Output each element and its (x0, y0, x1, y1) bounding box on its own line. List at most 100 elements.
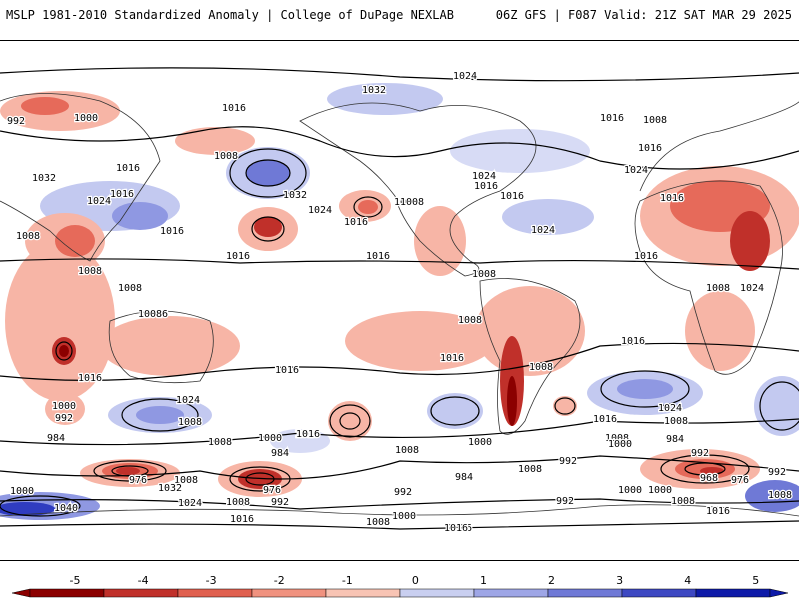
isobar-label: 1016 (110, 189, 134, 200)
colorbar-scale (11, 588, 789, 598)
isobar-ring (0, 495, 81, 517)
colorbar-tick-label: -2 (273, 574, 285, 587)
colorbar-segment (473, 588, 549, 598)
isobar-label: 1000 (468, 437, 492, 448)
isobar-label: 1016 (275, 365, 299, 376)
map-title: MSLP 1981-2010 Standardized Anomaly | Co… (6, 8, 454, 22)
colorbar-segment (29, 588, 105, 598)
isobar-label: 992 (691, 448, 709, 459)
isobar-ring (759, 381, 799, 431)
isobar-label: 1008 (400, 197, 424, 208)
anomaly-positive-core (0, 502, 55, 516)
coastlines (0, 93, 799, 517)
anomaly-colorbar: -5 -4 -3 -2 -1 0 1 2 3 4 5 (0, 560, 800, 600)
isobar-label: 984 (666, 434, 684, 445)
coastline-south-america (479, 278, 581, 435)
isobar-label: 1000 (52, 401, 76, 412)
colorbar-segment (251, 588, 327, 598)
colorbar-tick-label: 3 (616, 574, 624, 587)
colorbar-tick-label: -5 (69, 574, 81, 587)
isobar-label: 1016 (638, 143, 662, 154)
anomaly-positive-core (112, 202, 168, 230)
isobar-ring (245, 159, 291, 187)
isobar-label: 1032 (362, 85, 386, 96)
colorbar-segment (621, 588, 697, 598)
isobar-label: 1016 (621, 336, 645, 347)
isobar-line (0, 418, 799, 446)
isobar-line (0, 342, 799, 381)
isobar-label: 1024 (472, 171, 496, 182)
anomaly-negative-area (328, 401, 372, 441)
isobar-label: 1024 (453, 71, 477, 82)
isobar-line (0, 498, 799, 510)
anomaly-negative-area (175, 127, 255, 155)
isobar-label: 1000 (10, 486, 34, 497)
isobar-label: 1008 (178, 417, 202, 428)
isobar-label: 976 (263, 485, 281, 496)
isobar-label: 1016 (222, 103, 246, 114)
isobar-label: 1032 (32, 173, 56, 184)
isobar-label: 1008 (214, 151, 238, 162)
isobar-ring (229, 148, 307, 198)
isobar-label: 1016 (600, 113, 624, 124)
colorbar-max-arrow (769, 588, 789, 598)
isobar-label: 1000 (74, 113, 98, 124)
isobar-label: 1000 (608, 439, 632, 450)
isobar-label: 1008 (16, 231, 40, 242)
isobar-label: 1008 (664, 416, 688, 427)
isobar-label: 1008 (518, 464, 542, 475)
colorbar-tick-label: -3 (205, 574, 217, 587)
isobar-label: 1016 (706, 506, 730, 517)
isobar-label: 1016 (474, 181, 498, 192)
isobar-label: 1024 (87, 196, 111, 207)
anomaly-positive-core (246, 160, 290, 186)
isobar-line (0, 126, 799, 170)
isobar-ring (93, 460, 167, 482)
isobar-label: 1016 (366, 251, 390, 262)
isobar-label: 1016 (440, 353, 464, 364)
colorbar-segment (695, 588, 771, 598)
anomaly-negative-area (45, 393, 85, 425)
isobar-label: 1016 (448, 523, 472, 534)
isobar-label: 1008 (394, 197, 418, 208)
isobar-ring (684, 462, 726, 476)
isobar-label: 1000 (648, 485, 672, 496)
anomaly-positive-area (327, 83, 443, 115)
isobar-label: 1032 (158, 483, 182, 494)
colorbar-tick-label: 4 (684, 574, 692, 587)
isobar-label: 1016 (593, 414, 617, 425)
isobar-label: 976 (129, 475, 147, 486)
colorbar-segment (399, 588, 475, 598)
colorbar-tick-label: 1 (479, 574, 487, 587)
isobar-label: 1008 (529, 362, 553, 373)
isobar-line (0, 520, 799, 530)
isobar-label: 1040 (54, 503, 78, 514)
isobar-label: 992 (556, 496, 574, 507)
colorbar-tick-labels: -5 -4 -3 -2 -1 0 1 2 3 4 5 (0, 574, 800, 588)
colorbar-tick-label: -1 (341, 574, 353, 587)
isobar-label: 1008 (671, 496, 695, 507)
colorbar-tick-label: -4 (137, 574, 149, 587)
isobar-ring (353, 196, 383, 218)
isobar-label: 1000 (618, 485, 642, 496)
isobar-label: 1008 (643, 115, 667, 126)
isobar-label: 968 (700, 473, 718, 484)
isobar-label: 1016 (295, 429, 319, 440)
isobar-line (0, 67, 799, 82)
isobar-label: 1008 (366, 517, 390, 528)
isobar-label: 992 (7, 116, 25, 127)
isobar-label: 1024 (740, 283, 764, 294)
anomaly-negative-core (21, 97, 69, 115)
isobar-label: 1008 (472, 269, 496, 280)
map-canvas: 1024103210161000992100810321016102410161… (0, 67, 799, 535)
isobar-label: 1016 (344, 217, 368, 228)
isobar-label: 1016 (160, 226, 184, 237)
colorbar-segment (103, 588, 179, 598)
anomaly-negative-core (254, 217, 282, 237)
world-map: 1024 1032 1016 1000 992 1008 1032 1016 1024 1016 1… (0, 40, 799, 561)
anomaly-negative-core (507, 376, 517, 426)
isobar-ring (121, 398, 199, 432)
isobar-label: 1008 (138, 309, 162, 320)
isobar-label: 1008 (605, 433, 629, 444)
isobar-label: 1008 (78, 266, 102, 277)
